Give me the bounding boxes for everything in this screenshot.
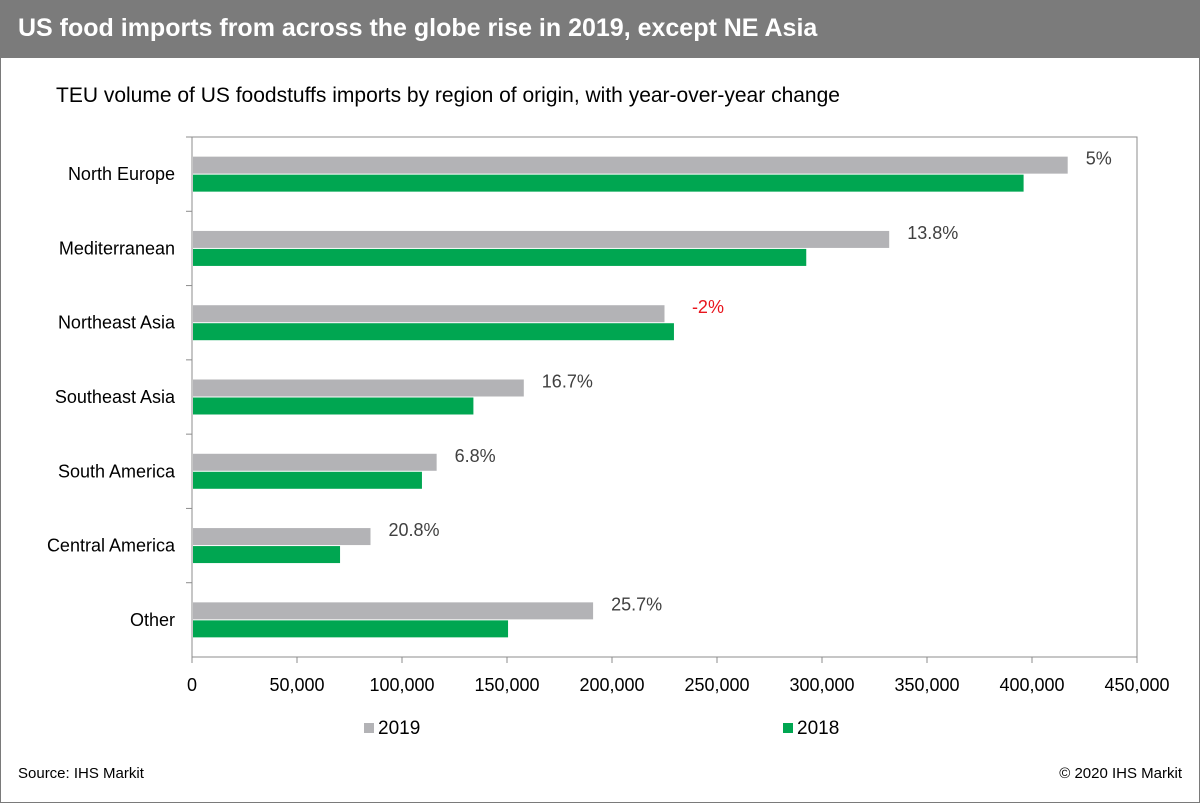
data-label-yoy-change: 6.8%: [455, 446, 496, 466]
chart-title: TEU volume of US foodstuffs imports by r…: [56, 84, 840, 107]
bar-2018: [193, 397, 474, 415]
x-tick-label: 400,000: [999, 675, 1064, 695]
category-label: Central America: [47, 536, 176, 556]
bar-2019: [193, 602, 594, 620]
bar-2018: [193, 248, 807, 266]
legend-swatch-2019: [364, 723, 374, 733]
header-bar: US food imports from across the globe ri…: [0, 0, 1200, 58]
bar-2019: [193, 528, 371, 546]
bar-2019: [193, 230, 890, 248]
bar-2018: [193, 620, 509, 638]
x-tick-label: 50,000: [269, 675, 324, 695]
page-title: US food imports from across the globe ri…: [18, 14, 818, 42]
x-tick-label: 200,000: [579, 675, 644, 695]
data-label-yoy-change: 20.8%: [389, 520, 440, 540]
legend-label-2018: 2018: [797, 718, 840, 739]
data-label-yoy-change: 25.7%: [611, 594, 662, 614]
x-tick-label: 350,000: [894, 675, 959, 695]
copyright-note: © 2020 IHS Markit: [1059, 765, 1182, 782]
bar-2019: [193, 453, 437, 471]
bar-2019: [193, 379, 524, 397]
x-tick-label: 450,000: [1104, 675, 1169, 695]
category-label: South America: [58, 461, 176, 481]
legend-label-2019: 2019: [378, 718, 421, 739]
data-label-yoy-change: -2%: [692, 297, 724, 317]
category-label: Southeast Asia: [55, 387, 176, 407]
category-label: Other: [130, 610, 175, 630]
category-label: Northeast Asia: [58, 313, 176, 333]
x-tick-label: 250,000: [684, 675, 749, 695]
category-label: Mediterranean: [59, 238, 175, 258]
data-label-yoy-change: 13.8%: [907, 223, 958, 243]
bar-2019: [193, 305, 665, 323]
x-tick-label: 150,000: [474, 675, 539, 695]
bar-2018: [193, 174, 1024, 192]
data-label-yoy-change: 5%: [1086, 149, 1112, 169]
plot-area: [191, 136, 1138, 658]
source-note: Source: IHS Markit: [18, 765, 144, 782]
bar-2018: [193, 471, 422, 489]
category-label: North Europe: [68, 164, 175, 184]
legend-swatch-2018: [783, 723, 793, 733]
x-tick-label: 300,000: [789, 675, 854, 695]
bar-2018: [193, 546, 341, 564]
bar-2018: [193, 323, 674, 341]
x-tick-label: 0: [187, 675, 197, 695]
x-tick-label: 100,000: [369, 675, 434, 695]
data-label-yoy-change: 16.7%: [542, 372, 593, 392]
bar-2019: [193, 156, 1068, 174]
